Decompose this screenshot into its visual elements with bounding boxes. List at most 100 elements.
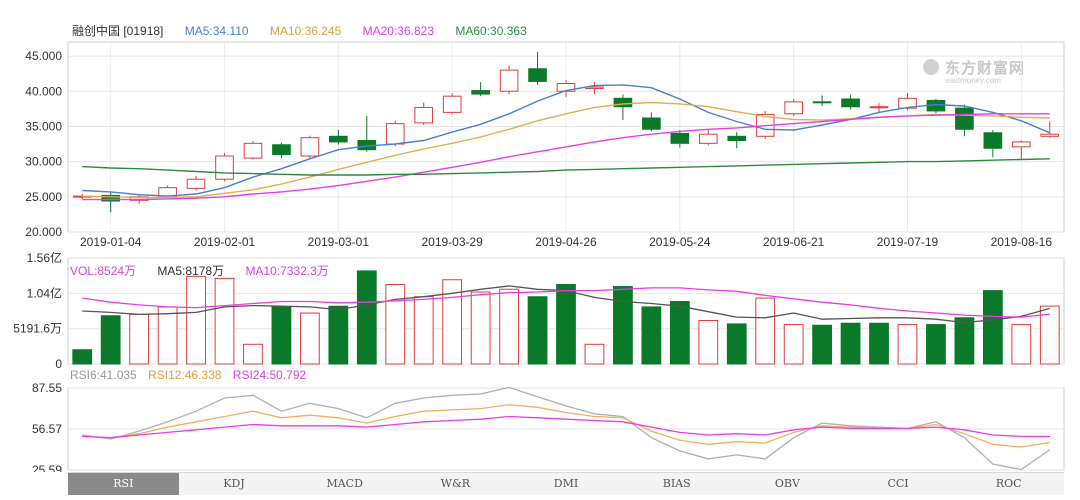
rsi6-legend: RSI6:41.035 bbox=[70, 368, 137, 382]
volume-bar bbox=[926, 324, 946, 365]
volume-bar bbox=[129, 313, 150, 365]
price-ytick-label: 20.000 bbox=[25, 225, 62, 239]
volume-bar bbox=[1039, 305, 1060, 365]
tab-bias[interactable]: BIAS bbox=[662, 477, 691, 490]
tab-obv[interactable]: OBV bbox=[774, 477, 800, 490]
volume-ytick-label: 0 bbox=[55, 357, 62, 371]
volume-bar bbox=[72, 349, 93, 365]
candle-body bbox=[442, 95, 462, 113]
volume-bar bbox=[214, 277, 235, 365]
candle-body bbox=[243, 142, 263, 159]
eastmoney-watermark: 东方财富网 eastmoney.com bbox=[923, 57, 1026, 85]
eastmoney-logo-icon bbox=[923, 59, 939, 75]
volume-bar bbox=[271, 306, 292, 365]
volume-ytick-label: 1.04亿 bbox=[27, 285, 62, 300]
candle-body bbox=[642, 117, 661, 130]
volume-bar bbox=[243, 343, 263, 365]
ma20-line bbox=[82, 113, 1050, 201]
tab-kdj[interactable]: KDJ bbox=[223, 477, 245, 490]
vol-legend: VOL:8524万 bbox=[70, 264, 137, 278]
price-xtick-label: 2019-01-04 bbox=[80, 235, 142, 249]
volume-bar bbox=[299, 312, 320, 365]
price-xtick-label: 2019-06-21 bbox=[763, 235, 825, 249]
price-ytick-label: 40.000 bbox=[25, 84, 62, 98]
volume-panel: 1.56亿 1.04亿 5191.6万 0 bbox=[13, 250, 1065, 371]
volume-bar bbox=[413, 296, 434, 365]
rsi12-legend: RSI12:46.338 bbox=[148, 368, 222, 382]
rsi-ytick-label: 25.59 bbox=[32, 463, 62, 472]
candle-body bbox=[1011, 141, 1031, 148]
volume-bar bbox=[186, 275, 206, 365]
volume-ytick-label: 1.56亿 bbox=[27, 250, 62, 265]
candle-body bbox=[414, 106, 434, 124]
volume-bar bbox=[385, 284, 406, 365]
volume-bar bbox=[698, 320, 719, 365]
volume-legend: VOL:8524万 MA5:8178万 MA10:7332.3万 bbox=[70, 262, 347, 279]
price-xtick-label: 2019-07-19 bbox=[877, 235, 939, 249]
price-xtick-label: 2019-02-01 bbox=[194, 235, 256, 249]
volume-bar bbox=[613, 286, 633, 365]
volume-bar bbox=[669, 300, 690, 365]
volume-bar bbox=[356, 270, 377, 365]
volume-bar bbox=[1011, 324, 1032, 365]
candle-body bbox=[186, 178, 206, 189]
price-ytick-label: 25.000 bbox=[25, 190, 62, 204]
rsi-legend: RSI6:41.035 RSI12:46.338 RSI24:50.792 bbox=[70, 368, 324, 382]
ma5-line bbox=[82, 84, 1051, 197]
price-xtick-label: 2019-03-01 bbox=[308, 235, 370, 249]
price-ytick-label: 45.000 bbox=[25, 49, 62, 63]
price-legend: 融创中国 [01918] MA5:34.110 MA10:36.245 MA20… bbox=[72, 22, 545, 39]
candle-body bbox=[812, 101, 832, 104]
volume-bar bbox=[499, 288, 519, 365]
price-xtick-label: 2019-04-26 bbox=[535, 235, 597, 249]
volume-bar bbox=[584, 343, 605, 365]
volume-bar bbox=[527, 296, 548, 365]
vol-ma10-legend: MA10:7332.3万 bbox=[245, 264, 329, 278]
price-xtick-label: 2019-05-24 bbox=[649, 235, 711, 249]
tab-roc[interactable]: ROC bbox=[995, 477, 1022, 490]
candle-body bbox=[158, 187, 177, 197]
candle-body bbox=[841, 98, 860, 108]
candle-body bbox=[698, 133, 718, 144]
candle-body bbox=[1040, 133, 1060, 137]
rsi6-line bbox=[82, 386, 1051, 471]
candle-body bbox=[784, 101, 803, 115]
candle-body bbox=[955, 107, 974, 130]
volume-bar bbox=[328, 305, 349, 365]
ma60-legend: MA60:30.363 bbox=[455, 24, 527, 38]
candle-body bbox=[471, 90, 490, 95]
rsi-ytick-label: 56.57 bbox=[32, 422, 62, 436]
price-ytick-label: 35.000 bbox=[25, 119, 62, 133]
volume-ma10-line bbox=[82, 287, 1050, 318]
indicator-tabs: RSI KDJ MACD W&R DMI BIAS OBV CCI ROC bbox=[68, 472, 1064, 495]
rsi-ytick-label: 87.55 bbox=[32, 381, 62, 395]
rsi24-legend: RSI24:50.792 bbox=[232, 368, 307, 382]
watermark-site: eastmoney.com bbox=[945, 76, 1001, 85]
ma20-legend: MA20:36.823 bbox=[362, 24, 435, 38]
candle-body bbox=[727, 135, 747, 142]
candle-body bbox=[329, 135, 348, 143]
volume-bar bbox=[840, 322, 861, 365]
price-xtick-label: 2019-08-16 bbox=[991, 235, 1053, 249]
tab-wandr[interactable]: W&R bbox=[440, 477, 471, 490]
candle-body bbox=[215, 155, 234, 180]
stock-chart: 45.000 40.000 35.000 30.000 25.000 20.000 2019… bbox=[13, 41, 1065, 472]
price-xtick-label: 2019-03-29 bbox=[421, 235, 483, 249]
candle-body bbox=[385, 123, 405, 145]
ma60-line bbox=[82, 158, 1050, 176]
candle-body bbox=[300, 137, 320, 157]
watermark-brand: 东方财富网 bbox=[945, 60, 1026, 77]
volume-bar bbox=[641, 306, 662, 365]
volume-bar bbox=[897, 324, 918, 365]
volume-bar bbox=[100, 315, 121, 365]
candle-body bbox=[869, 106, 889, 109]
volume-bar bbox=[954, 317, 975, 365]
tab-cci[interactable]: CCI bbox=[887, 477, 909, 490]
tab-macd[interactable]: MACD bbox=[326, 477, 363, 490]
price-panel: 45.000 40.000 35.000 30.000 25.000 20.000 2019… bbox=[25, 41, 1065, 249]
stock-name: 融创中国 [01918] bbox=[72, 24, 164, 38]
tab-dmi[interactable]: DMI bbox=[553, 477, 579, 490]
ma10-legend: MA10:36.245 bbox=[269, 24, 342, 38]
candle-body bbox=[983, 132, 1003, 149]
tab-rsi[interactable]: RSI bbox=[68, 473, 179, 495]
